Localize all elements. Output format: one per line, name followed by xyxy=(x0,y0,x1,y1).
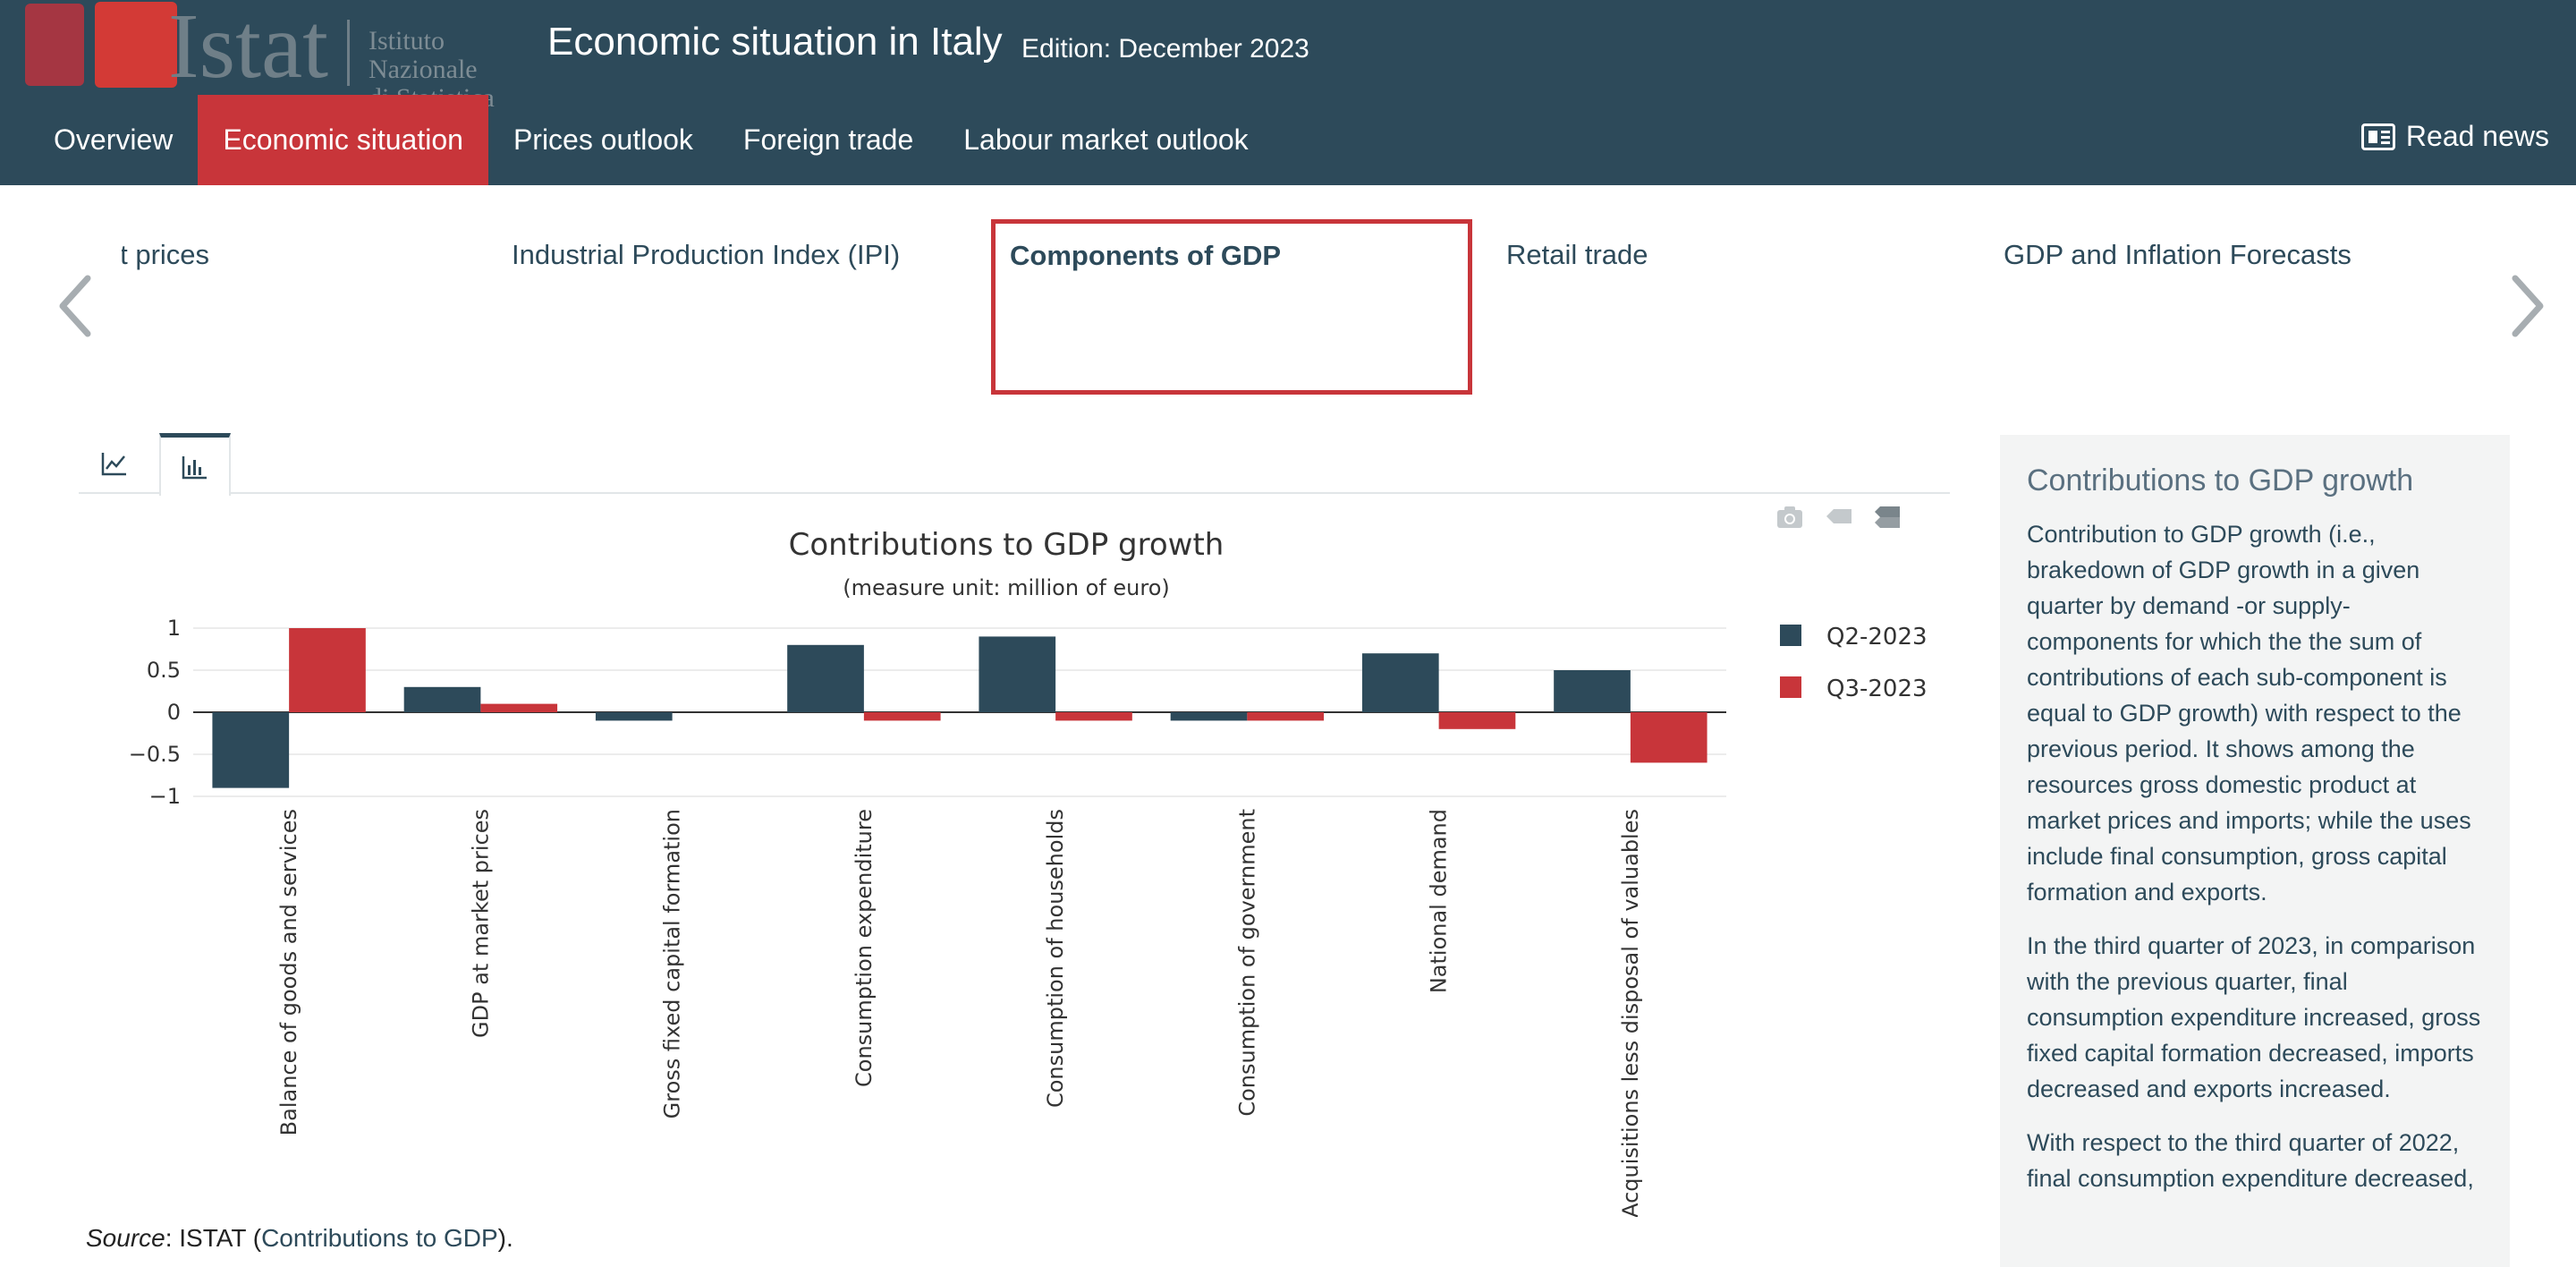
x-tick-label: Balance of goods and services xyxy=(276,809,301,1135)
sidebar-title: Contributions to GDP growth xyxy=(2027,463,2414,497)
istat-logo[interactable]: Istat Istituto Nazionale di Statistica xyxy=(25,0,526,113)
sidebar-paragraph: In the third quarter of 2023, in compari… xyxy=(2027,932,2481,1102)
chart-title: Contributions to GDP growth xyxy=(789,527,1224,563)
chart-type-tabs xyxy=(79,433,1950,496)
header: Istat Istituto Nazionale di Statistica E… xyxy=(0,0,2576,185)
read-news-link[interactable]: Read news xyxy=(2360,120,2549,153)
source-label: Source xyxy=(86,1224,165,1252)
x-tick-label: Gross fixed capital formation xyxy=(660,809,685,1118)
bar-chart-icon xyxy=(182,455,207,479)
bar xyxy=(595,712,673,721)
x-tick-label: Consumption of households xyxy=(1043,809,1068,1108)
carousel-item-components-of-gdp[interactable]: Components of GDP xyxy=(991,219,1472,395)
bar xyxy=(1247,712,1325,721)
y-tick-label: 0.5 xyxy=(147,658,181,683)
logo-square-dark xyxy=(25,4,84,86)
read-news-label: Read news xyxy=(2405,120,2549,152)
sidebar-paragraph: With respect to the third quarter of 202… xyxy=(2027,1129,2474,1192)
x-tick-label: National demand xyxy=(1427,809,1452,993)
nav-labour-market-outlook[interactable]: Labour market outlook xyxy=(963,123,1249,156)
y-axis: 1 0.5 0 −0.5 −1 xyxy=(129,616,181,809)
edition-label: Edition: December 2023 xyxy=(1021,34,1309,64)
chart-legend: Q2-2023 Q3-2023 xyxy=(1780,624,1928,702)
logo-word: Istat xyxy=(168,0,329,98)
carousel-item-retail-trade[interactable]: Retail trade xyxy=(1506,239,1648,270)
logo-square-red xyxy=(95,2,177,88)
carousel-item-ipi[interactable]: Industrial Production Index (IPI) xyxy=(512,239,901,270)
source-note: Source: ISTAT (Contributions to GDP). xyxy=(86,1224,513,1253)
source-link[interactable]: Contributions to GDP xyxy=(261,1224,498,1252)
main-nav: Overview Economic situation Prices outlo… xyxy=(29,95,1274,185)
legend-label: Q3-2023 xyxy=(1826,676,1928,702)
bar xyxy=(1630,712,1707,763)
x-tick-label: Consumption of government xyxy=(1234,809,1259,1117)
carousel-item-label: Components of GDP xyxy=(1010,240,1282,271)
nav-foreign-trade[interactable]: Foreign trade xyxy=(742,123,914,156)
chart-toolbar xyxy=(1775,501,1902,531)
bar xyxy=(863,712,941,721)
bar xyxy=(1055,712,1132,721)
bar xyxy=(1170,712,1248,721)
x-tick-label: Consumption expenditure xyxy=(852,809,877,1087)
chart-bars xyxy=(212,628,1707,788)
bar xyxy=(212,712,290,788)
carousel-clip: market prices xyxy=(122,185,283,409)
carousel-item-market-prices[interactable]: market prices xyxy=(122,239,210,270)
bar-chart-tab[interactable] xyxy=(159,433,231,496)
source-end: ). xyxy=(497,1224,513,1252)
nav-economic-situation[interactable]: Economic situation xyxy=(198,95,488,185)
logo-divider xyxy=(347,20,350,86)
bar xyxy=(1554,670,1631,712)
topic-carousel: market prices Industrial Production Inde… xyxy=(0,185,2576,409)
y-tick-label: 0 xyxy=(167,700,181,725)
carousel-prev-arrow-icon[interactable] xyxy=(57,275,93,337)
nav-prices-outlook[interactable]: Prices outlook xyxy=(513,123,693,156)
gdp-contributions-chart: Contributions to GDP growth (measure uni… xyxy=(129,527,1928,1217)
bar xyxy=(1438,712,1516,729)
x-tick-label: GDP at market prices xyxy=(468,809,493,1038)
bar xyxy=(403,686,481,712)
carousel-next-arrow-icon[interactable] xyxy=(2510,275,2546,337)
bar xyxy=(289,628,366,712)
x-tick-label: Acquisitions less disposal of valuables xyxy=(1618,809,1643,1217)
legend-label: Q2-2023 xyxy=(1826,624,1928,651)
page-title: Economic situation in Italy xyxy=(547,20,1003,64)
line-chart-icon xyxy=(101,453,126,476)
nav-overview[interactable]: Overview xyxy=(54,123,174,156)
line-chart-tab[interactable] xyxy=(79,433,150,494)
newspaper-icon xyxy=(2360,123,2395,150)
y-tick-label: −1 xyxy=(149,784,181,809)
camera-icon[interactable] xyxy=(1775,501,1805,531)
legend-swatch xyxy=(1780,676,1801,698)
sidebar-paragraph: Contribution to GDP growth (i.e., braked… xyxy=(2027,521,2471,906)
y-tick-label: −0.5 xyxy=(129,742,181,767)
bar xyxy=(1361,653,1439,712)
carousel-item-gdp-inflation-forecasts[interactable]: GDP and Inflation Forecasts xyxy=(2004,239,2351,270)
bar xyxy=(979,636,1056,712)
bar xyxy=(787,644,864,712)
compare-hover-icon[interactable] xyxy=(1871,501,1902,531)
legend-swatch xyxy=(1780,625,1801,646)
info-sidebar: Contributions to GDP growth Contribution… xyxy=(2000,435,2510,1267)
chart-subtitle: (measure unit: million of euro) xyxy=(843,575,1170,600)
source-text: : ISTAT ( xyxy=(165,1224,262,1252)
tag-icon[interactable] xyxy=(1823,501,1853,531)
y-tick-label: 1 xyxy=(167,616,181,641)
bar xyxy=(480,703,558,712)
x-axis: Balance of goods and services GDP at mark… xyxy=(276,809,1643,1217)
